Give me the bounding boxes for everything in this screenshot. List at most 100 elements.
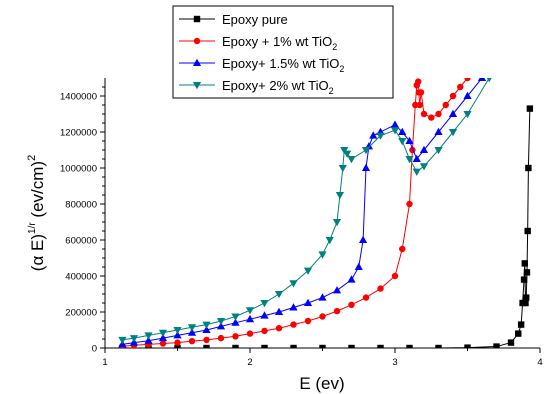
- data-point: [405, 156, 414, 164]
- legend-label-main: Epoxy + 1% wt TiO: [222, 34, 332, 49]
- data-point: [348, 301, 355, 308]
- data-point: [231, 313, 240, 321]
- legend-label-subscript: 2: [329, 86, 334, 96]
- data-point: [332, 286, 342, 294]
- data-point: [390, 120, 400, 128]
- y-tick-label: 400000: [65, 272, 97, 283]
- legend-item: Epoxy+ 2% wt TiO2: [179, 78, 334, 96]
- legend-label-subscript: 2: [339, 64, 344, 74]
- data-point: [390, 127, 400, 135]
- data-point: [415, 78, 422, 85]
- data-point: [216, 322, 226, 330]
- data-point: [442, 101, 449, 109]
- data-point: [246, 330, 254, 337]
- data-point: [158, 333, 168, 342]
- data-point: [319, 344, 326, 348]
- series-line: [122, 78, 483, 345]
- data-point: [187, 328, 197, 336]
- data-point: [359, 235, 368, 243]
- data-point: [347, 156, 356, 164]
- series-layer: [118, 78, 534, 348]
- data-point: [290, 321, 297, 328]
- y-tick-label: 800000: [65, 200, 97, 211]
- legend-label-subscript: 2: [332, 42, 337, 52]
- data-point: [435, 344, 442, 348]
- data-point: [405, 136, 414, 144]
- data-point: [173, 331, 182, 339]
- data-point: [391, 272, 399, 280]
- data-point: [274, 307, 284, 315]
- data-point: [174, 344, 181, 348]
- series-3: [118, 78, 487, 348]
- data-point: [338, 165, 347, 173]
- data-point: [449, 92, 457, 100]
- series-4: [118, 78, 492, 345]
- data-point: [188, 337, 196, 345]
- data-point: [332, 219, 342, 227]
- data-point: [343, 150, 352, 158]
- series-line: [122, 108, 531, 348]
- y-tick-label: 600000: [65, 236, 97, 247]
- data-point: [118, 336, 127, 345]
- y-axis-title-sup: 1/r: [27, 222, 38, 234]
- data-point: [522, 299, 529, 307]
- data-point: [202, 325, 211, 333]
- data-point: [361, 147, 371, 155]
- data-point: [129, 335, 139, 343]
- data-point: [318, 293, 327, 301]
- data-point: [335, 192, 344, 200]
- x-tick-label: 2: [247, 357, 252, 368]
- data-point: [261, 327, 268, 335]
- data-point: [216, 318, 226, 326]
- legend-label-main: Epoxy+ 1.5% wt TiO: [222, 56, 339, 71]
- data-point: [398, 127, 407, 135]
- data-point: [158, 329, 168, 337]
- x-tick-label: 3: [392, 357, 397, 368]
- y-axis-title: (α E)1/r (ev/cm)2: [26, 155, 47, 271]
- data-point: [416, 101, 423, 109]
- data-point: [275, 325, 283, 332]
- y-tick-label: 1000000: [60, 164, 97, 175]
- data-point: [289, 303, 298, 311]
- data-point: [303, 267, 313, 275]
- data-point: [435, 110, 442, 118]
- data-point: [517, 321, 525, 328]
- y-tick-label: 200000: [65, 308, 97, 319]
- data-point: [417, 89, 425, 96]
- data-point: [463, 91, 472, 99]
- data-point: [289, 280, 298, 288]
- data-point: [406, 200, 413, 208]
- data-point: [526, 105, 534, 112]
- data-point: [412, 168, 421, 176]
- data-point: [412, 154, 421, 162]
- data-point: [217, 334, 225, 342]
- legend-label: Epoxy + 1% wt TiO2: [222, 34, 337, 52]
- legend-label: Epoxy+ 1.5% wt TiO2: [222, 56, 344, 74]
- data-point: [144, 332, 153, 340]
- data-point: [369, 131, 378, 139]
- data-point: [523, 269, 531, 276]
- data-point: [521, 260, 528, 267]
- data-point: [520, 276, 528, 283]
- data-point: [377, 344, 384, 348]
- legend-label-main: Epoxy+ 2% wt TiO: [222, 78, 329, 93]
- data-point: [507, 339, 515, 346]
- data-point: [419, 163, 429, 171]
- legend-marker: [192, 82, 202, 90]
- data-point: [523, 294, 530, 301]
- data-point: [245, 314, 255, 323]
- data-point: [203, 344, 210, 348]
- data-point: [448, 129, 458, 137]
- axes: 1 2 3 4 0 200000 400000 600000 800000 1000000 1200…: [60, 78, 543, 368]
- y-axis-title-unit-sup: 2: [26, 155, 38, 161]
- data-point: [203, 336, 210, 344]
- data-point: [361, 163, 371, 171]
- data-point: [362, 294, 370, 301]
- data-point: [398, 138, 407, 146]
- data-point: [325, 237, 334, 245]
- legend-marker: [192, 58, 202, 66]
- data-point: [260, 311, 269, 319]
- data-point: [159, 340, 167, 347]
- legend-label: Epoxy pure: [222, 12, 288, 27]
